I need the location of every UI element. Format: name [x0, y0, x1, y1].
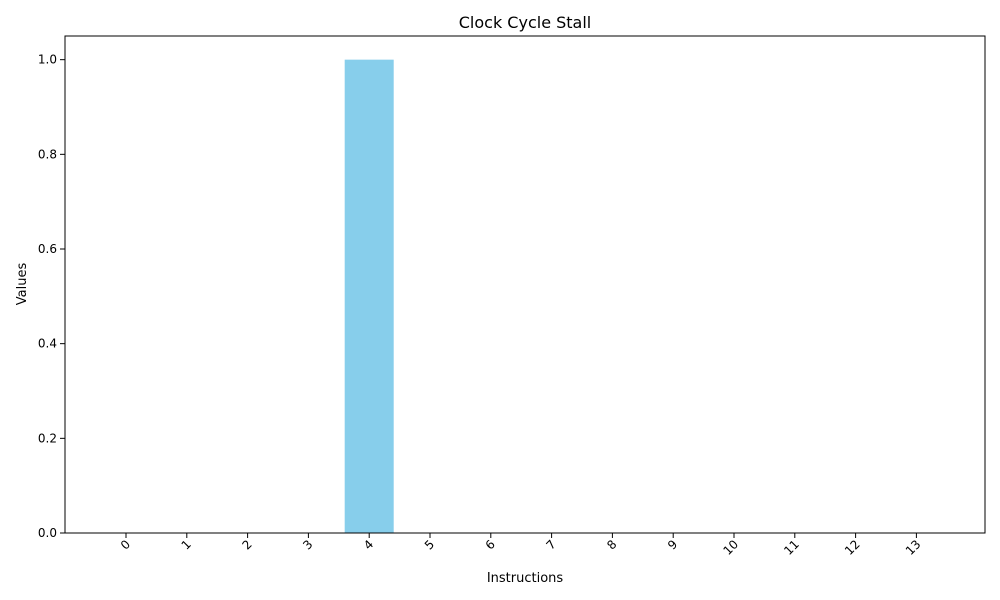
- x-tick-label: 1: [179, 537, 194, 552]
- x-tick-label: 3: [300, 537, 315, 552]
- x-tick-label: 8: [604, 537, 619, 552]
- y-axis: 0.0 0.2 0.4 0.6 0.8 1.0: [38, 53, 65, 540]
- y-tick-label: 0.0: [38, 526, 57, 540]
- x-tick-label: 0: [118, 537, 133, 552]
- x-tick-label: 10: [720, 537, 741, 558]
- y-tick-label: 0.4: [38, 337, 57, 351]
- bars-group: [344, 59, 394, 534]
- x-tick-label: 12: [842, 537, 863, 558]
- x-axis-label: Instructions: [487, 571, 564, 586]
- x-axis: 0 1 2 3 4 5 6 7 8 9 10 11 12 13: [118, 533, 924, 558]
- x-tick-label: 5: [422, 537, 437, 552]
- y-axis-label: Values: [15, 263, 30, 306]
- y-tick-label: 0.2: [38, 431, 57, 445]
- x-tick-label: 6: [483, 537, 498, 552]
- y-tick-label: 0.8: [38, 147, 57, 161]
- chart-title: Clock Cycle Stall: [459, 13, 592, 32]
- y-tick-label: 0.6: [38, 242, 57, 256]
- y-tick-label: 1.0: [38, 53, 57, 67]
- bar-4: [344, 59, 394, 534]
- x-tick-label: 13: [903, 537, 924, 558]
- x-tick-label: 2: [239, 537, 254, 552]
- x-tick-label: 9: [665, 537, 680, 552]
- plot-frame: [64, 35, 986, 534]
- x-tick-label: 4: [361, 537, 376, 552]
- x-tick-label: 7: [543, 537, 558, 552]
- x-tick-label: 11: [781, 537, 802, 558]
